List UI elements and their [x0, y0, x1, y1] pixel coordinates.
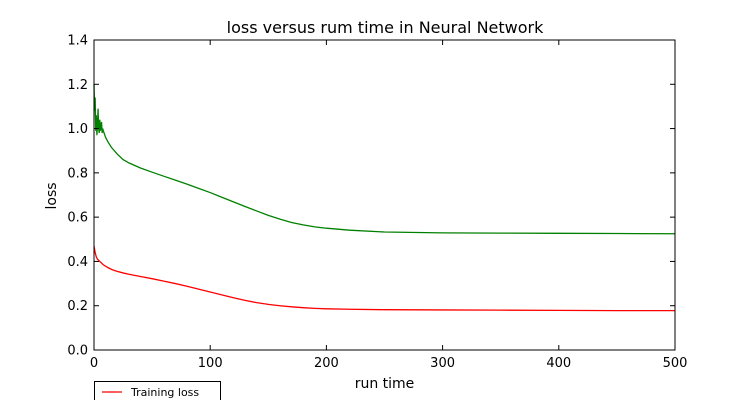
x-tick-label: 300	[430, 356, 455, 371]
x-tick-label: 200	[314, 356, 339, 371]
x-tick-label: 100	[198, 356, 223, 371]
x-tick-label: 500	[663, 356, 688, 371]
y-tick-label: 1.0	[67, 122, 88, 137]
y-tick-label: 0.0	[67, 344, 88, 359]
x-tick-label: 400	[546, 356, 571, 371]
y-tick-label: 1.2	[67, 78, 88, 93]
legend: Training loss	[94, 381, 221, 400]
y-tick-label: 1.4	[67, 34, 88, 49]
series-line-2	[93, 84, 676, 235]
chart-title: loss versus rum time in Neural Network	[227, 18, 544, 37]
plot-frame	[93, 39, 676, 351]
legend-frame	[94, 381, 221, 400]
y-tick-label: 0.8	[67, 166, 88, 181]
y-tick-label: 0.2	[67, 299, 88, 314]
y-tick-label: 0.6	[67, 211, 88, 226]
x-tick-label: 0	[90, 356, 98, 371]
legend-label-training-loss: Training loss	[130, 386, 199, 399]
y-axis-label: loss	[44, 182, 60, 209]
series-line-1	[93, 245, 675, 312]
y-tick-label: 0.4	[67, 255, 88, 270]
x-axis-label: run time	[355, 376, 415, 392]
